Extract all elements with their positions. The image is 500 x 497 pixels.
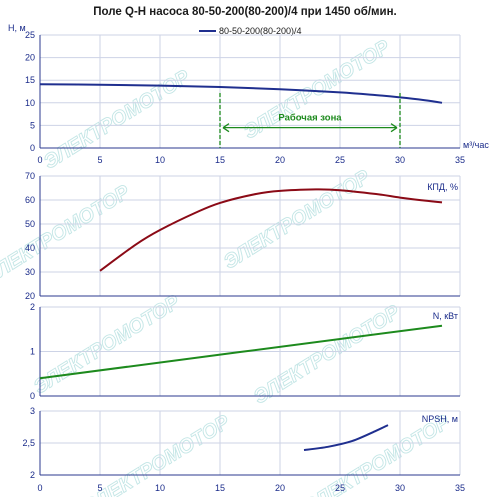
watermark-text: ЭЛЕКТРОМОТОР xyxy=(250,301,404,409)
y-tick-label: 70 xyxy=(25,171,35,181)
x-tick-label: 20 xyxy=(275,155,285,165)
legend: 80-50-200(80-200)/4 xyxy=(199,26,302,36)
x-tick-label: 15 xyxy=(215,155,225,165)
x-tick-label: 20 xyxy=(275,483,285,493)
x-axis-label: м³/час xyxy=(463,140,489,150)
y-tick-label: 50 xyxy=(25,219,35,229)
legend-label: 80-50-200(80-200)/4 xyxy=(219,26,302,36)
chart-title: Поле Q-H насоса 80-50-200(80-200)/4 при … xyxy=(93,6,397,18)
y-tick-label: 40 xyxy=(25,243,35,253)
y-tick-label: 30 xyxy=(25,267,35,277)
y-tick-label: 20 xyxy=(25,53,35,63)
y-tick-label: 2 xyxy=(30,470,35,480)
y-tick-label: 2,5 xyxy=(22,438,35,448)
y-tick-label: 20 xyxy=(25,291,35,301)
series-line xyxy=(99,188,443,272)
series-line xyxy=(39,324,443,380)
y-tick-label: 0 xyxy=(30,391,35,401)
x-tick-label: 25 xyxy=(335,483,345,493)
y-axis-label: H, м xyxy=(8,23,26,33)
y-tick-label: 0 xyxy=(30,143,35,153)
y-tick-label: 5 xyxy=(30,120,35,130)
work-zone-arrow-left xyxy=(222,123,230,133)
work-zone-arrow-right xyxy=(390,123,398,133)
watermark-text: ЭЛЕКТРОМОТОР xyxy=(40,66,194,174)
y-tick-label: 1 xyxy=(30,347,35,357)
x-tick-label: 10 xyxy=(155,483,165,493)
x-tick-label: 10 xyxy=(155,155,165,165)
x-tick-label: 30 xyxy=(395,483,405,493)
x-tick-label: 0 xyxy=(37,155,42,165)
y-axis-label: КПД, % xyxy=(427,182,458,192)
panel-1: 0 5 10 15 20 25 0 5 10 15 20 25 30 35 м³/час H, м Рабоча… xyxy=(8,23,489,165)
x-tick-label: 0 xyxy=(37,483,42,493)
series-line xyxy=(303,424,389,451)
panel-3: 0 1 2 N, кВт xyxy=(30,302,461,401)
y-tick-label: 3 xyxy=(30,406,35,416)
x-tick-label: 35 xyxy=(455,483,465,493)
x-tick-label: 30 xyxy=(395,155,405,165)
y-axis-label: NPSH, м xyxy=(422,414,458,424)
y-axis-label: N, кВт xyxy=(433,311,458,321)
panel-2: 20 30 40 50 60 70 КПД, % xyxy=(25,171,461,301)
series-line xyxy=(39,83,443,104)
x-tick-label: 15 xyxy=(215,483,225,493)
watermark-text: ЭЛЕКТРОМОТОР xyxy=(220,166,374,274)
work-zone-label: Рабочая зона xyxy=(278,113,342,124)
y-tick-label: 15 xyxy=(25,75,35,85)
x-tick-label: 25 xyxy=(335,155,345,165)
y-tick-label: 25 xyxy=(25,30,35,40)
x-tick-label: 35 xyxy=(455,155,465,165)
y-tick-label: 10 xyxy=(25,98,35,108)
x-tick-label: 5 xyxy=(97,483,102,493)
y-tick-label: 2 xyxy=(30,302,35,312)
x-tick-label: 5 xyxy=(97,155,102,165)
y-tick-label: 60 xyxy=(25,195,35,205)
